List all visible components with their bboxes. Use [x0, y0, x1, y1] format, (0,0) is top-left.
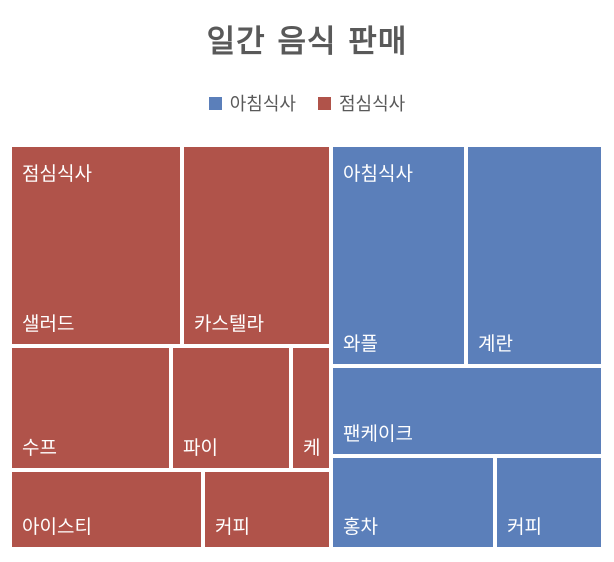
breakfast-tile[interactable] — [468, 147, 601, 364]
lunch-tile-label: 파이 — [183, 437, 218, 459]
legend-entry-lunch[interactable]: 점심식사 — [318, 90, 405, 116]
breakfast-tile[interactable] — [333, 368, 601, 454]
lunch-tile-label: 커피 — [215, 516, 250, 538]
breakfast-tile[interactable] — [333, 458, 493, 547]
legend: 아침식사 점심식사 — [0, 90, 614, 116]
lunch-tile[interactable] — [12, 348, 169, 468]
chart-title: 일간 음식 판매 — [206, 24, 408, 60]
lunch-tile[interactable] — [205, 472, 329, 547]
breakfast-tile-label: 커피 — [507, 516, 542, 538]
legend-entry-breakfast[interactable]: 아침식사 — [208, 90, 296, 116]
breakfast-tile-label: 홍차 — [343, 516, 378, 538]
lunch-tile[interactable] — [12, 472, 201, 547]
breakfast-group-label: 아침식사 — [343, 163, 413, 185]
breakfast-tile[interactable] — [497, 458, 601, 547]
lunch-tile[interactable] — [12, 147, 180, 344]
lunch-tile-label: 케 — [303, 437, 320, 459]
lunch-tile[interactable] — [184, 147, 329, 344]
lunch-tile[interactable] — [173, 348, 289, 468]
breakfast-tile-label: 팬케이크 — [343, 423, 413, 445]
breakfast-tile[interactable] — [333, 147, 464, 364]
legend-swatch-lunch — [318, 96, 331, 110]
breakfast-tile-label: 와플 — [343, 333, 378, 355]
legend-label-breakfast: 아침식사 — [229, 94, 296, 115]
breakfast-tile-label: 계란 — [478, 333, 513, 355]
lunch-tile-label: 아이스티 — [22, 516, 92, 538]
lunch-tile-label: 카스텔라 — [194, 313, 264, 335]
lunch-tile[interactable] — [293, 348, 329, 468]
lunch-tile-label: 수프 — [22, 437, 57, 459]
legend-swatch-breakfast — [208, 96, 222, 110]
lunch-group-label: 점심식사 — [22, 163, 92, 185]
lunch-tile-label: 샐러드 — [22, 313, 74, 335]
legend-label-lunch: 점심식사 — [339, 94, 406, 115]
